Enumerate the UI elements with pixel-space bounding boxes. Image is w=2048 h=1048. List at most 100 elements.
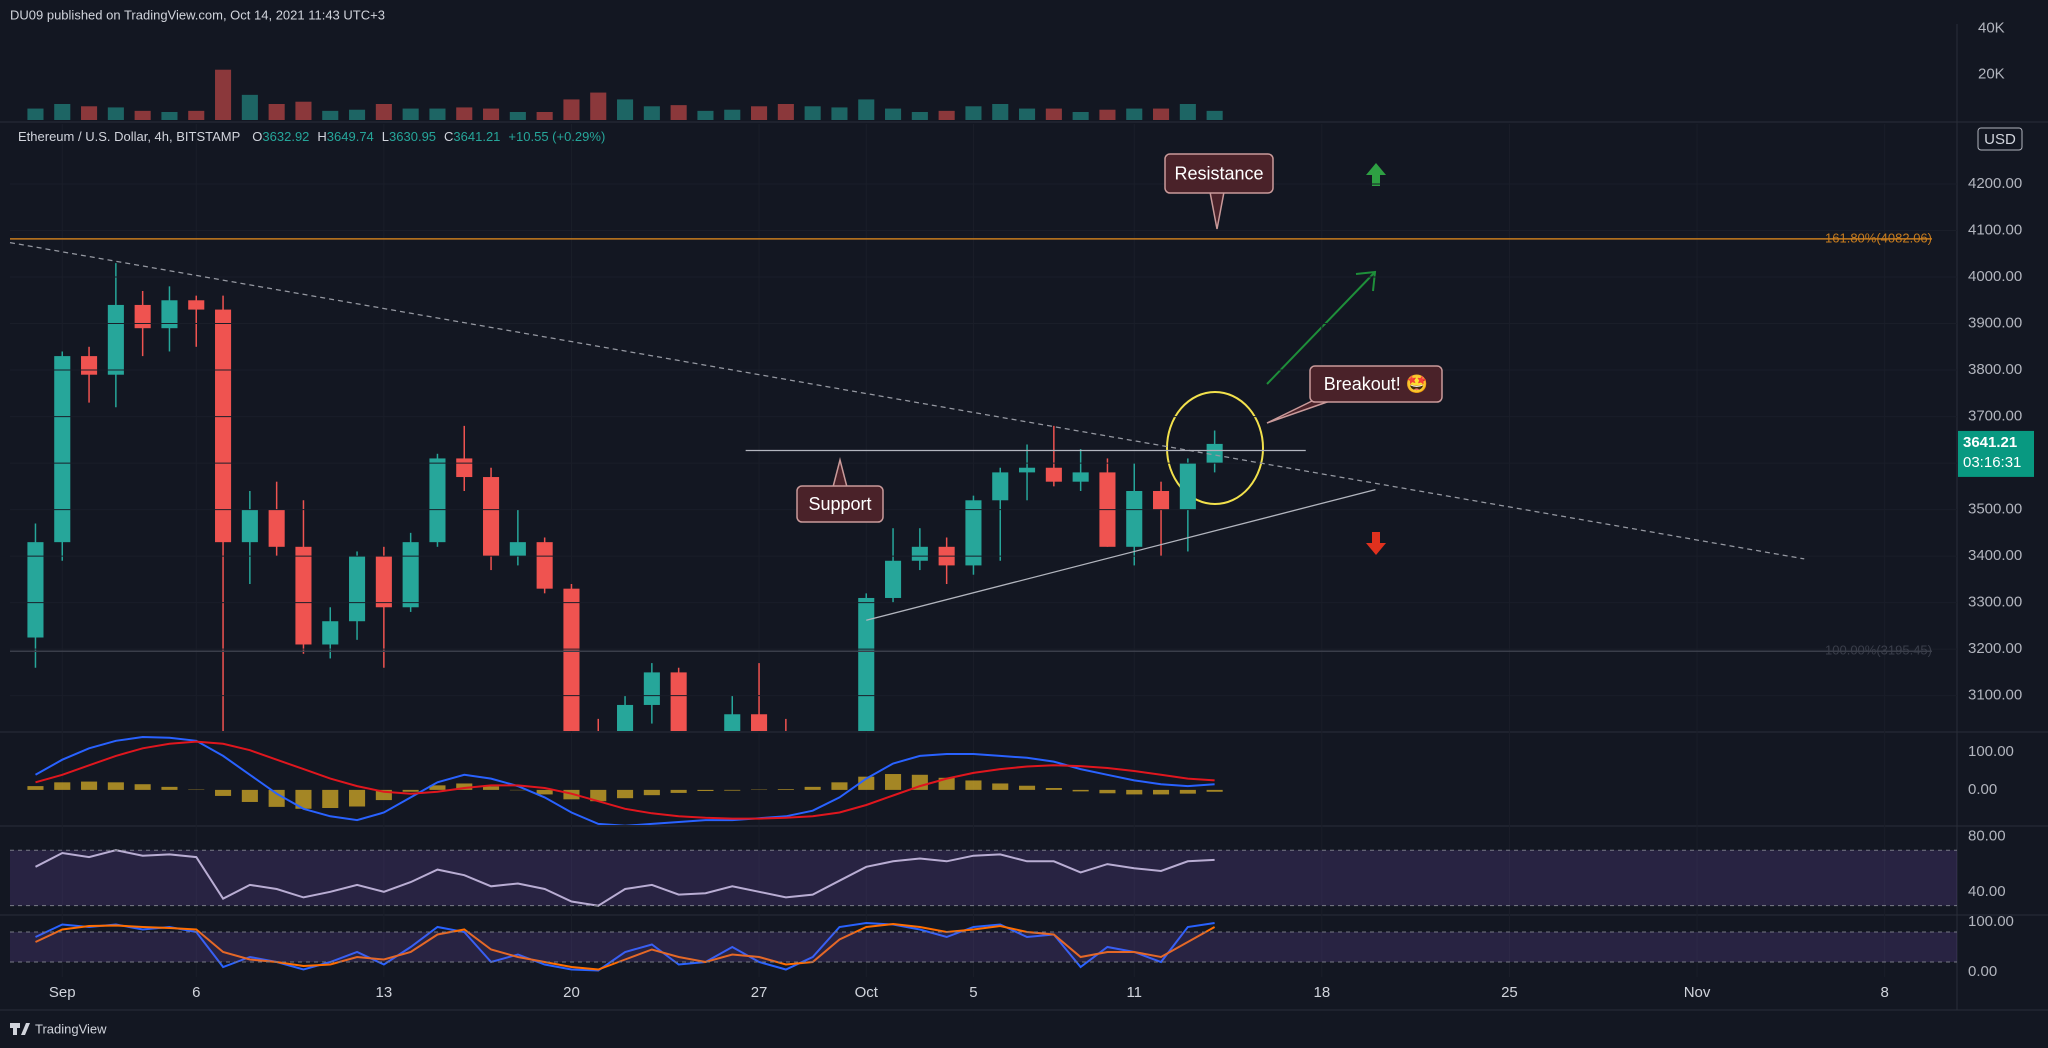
histogram-bar (1019, 785, 1036, 790)
volume-bar (992, 104, 1009, 120)
candle-body (322, 621, 339, 645)
fib-label: 161.80%(4082.06) (1825, 230, 1932, 245)
histogram-bar (885, 774, 902, 790)
volume-bar (215, 69, 232, 120)
volume-bar (965, 106, 982, 120)
histogram-bar (590, 789, 607, 802)
indicator-line (35, 740, 1215, 820)
brand-logo (10, 1023, 30, 1035)
volume-bar (107, 107, 124, 120)
trendline (866, 488, 1376, 621)
ohlc-label: C (444, 129, 453, 144)
y-tick-label: 0.00 (1968, 963, 1997, 980)
volume-bar (483, 108, 500, 120)
candle-body (858, 597, 875, 731)
target-arrow-head (1355, 270, 1377, 292)
volume-bar (27, 108, 44, 120)
volume-bar (617, 99, 634, 120)
y-tick-label: 3500.00 (1968, 501, 2022, 518)
volume-bar (1099, 109, 1116, 120)
volume-bar (1206, 110, 1223, 120)
volume-bar (161, 112, 178, 120)
y-tick-label: 4000.00 (1968, 268, 2022, 285)
y-tick-label: 4100.00 (1968, 221, 2022, 238)
volume-bar (241, 94, 258, 120)
candle-body (268, 509, 285, 547)
candle-body (1206, 443, 1223, 464)
candle-body (670, 672, 687, 731)
ohlc-value: 3641.21 (453, 129, 500, 144)
callout-text: Support (808, 494, 871, 514)
x-tick-label: Nov (1684, 984, 1711, 1001)
candle-body (134, 304, 151, 329)
y-tick-label: 3900.00 (1968, 315, 2022, 332)
y-tick-label: 40.00 (1968, 883, 2006, 900)
indicator-band (10, 850, 1957, 906)
candle-body (724, 714, 741, 731)
histogram-bar (777, 789, 794, 790)
highlight-circle (1166, 391, 1264, 505)
volume-bar (134, 110, 151, 120)
last-price-box (1958, 430, 2034, 477)
histogram-bar (322, 789, 339, 809)
callout-text: Resistance (1174, 163, 1263, 183)
histogram-bar (804, 786, 821, 790)
callout-text: Breakout! 🤩 (1324, 374, 1428, 394)
candle-body (107, 304, 124, 375)
candle-body (509, 542, 526, 557)
y-tick-label: 3800.00 (1968, 361, 2022, 378)
histogram-bar (1206, 789, 1223, 792)
candle-body (911, 546, 928, 561)
histogram-bar (134, 784, 151, 790)
candle-body (1072, 472, 1089, 482)
volume-bar (563, 99, 580, 120)
histogram-bar (161, 786, 178, 790)
x-tick-label: 27 (751, 984, 768, 1001)
histogram-bar (429, 785, 446, 790)
volume-bar (456, 107, 473, 120)
volume-bar (831, 107, 848, 120)
volume-bar (402, 108, 419, 120)
volume-bar (670, 105, 687, 120)
ohlc-value: 3630.95 (389, 129, 436, 144)
ohlc-label: H (317, 129, 326, 144)
ohlc-value: 3649.74 (327, 129, 374, 144)
histogram-bar (1179, 789, 1196, 794)
candle-body (295, 546, 312, 645)
histogram-bar (831, 782, 848, 790)
volume-bar (536, 112, 553, 120)
volume-bar (724, 109, 741, 120)
trendline (9, 241, 1805, 560)
candle-body (1019, 467, 1036, 473)
histogram-bar (54, 782, 71, 790)
currency: USD (1984, 131, 2016, 148)
y-tick-label: 80.00 (1968, 827, 2006, 844)
histogram-bar (938, 777, 955, 790)
candle-body (751, 714, 768, 731)
volume-bar (804, 106, 821, 120)
candle-body (563, 588, 580, 731)
candle-body (54, 356, 71, 543)
candle-body (375, 556, 392, 608)
candle-body (1179, 463, 1196, 510)
x-tick-label: 5 (969, 984, 977, 1001)
volume-bar (295, 101, 312, 120)
histogram-bar (1045, 787, 1062, 790)
x-tick-label: 6 (192, 984, 200, 1001)
volume-bar (777, 104, 794, 120)
histogram-bar (724, 789, 741, 791)
histogram-bar (349, 789, 366, 807)
last-price: 3641.21 (1963, 434, 2017, 451)
volume-bar (1019, 108, 1036, 120)
ohlc-label: O (252, 129, 262, 144)
y-tick-label: 20K (1978, 65, 2005, 82)
candle-body (643, 672, 660, 705)
volume-bar (751, 106, 768, 120)
callout-cover (798, 487, 882, 521)
pane-plot (27, 735, 1223, 825)
volume-bar (81, 106, 98, 120)
indicator-line (35, 849, 1215, 907)
